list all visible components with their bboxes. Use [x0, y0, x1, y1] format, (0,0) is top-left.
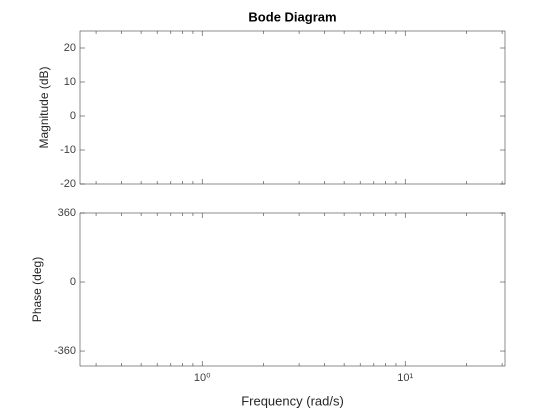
y-tick-label: -20 — [60, 178, 76, 190]
y-axis-label: Phase (deg) — [30, 257, 44, 322]
y-tick-label: 20 — [64, 42, 76, 54]
x-axis-label: Frequency (rad/s) — [241, 393, 344, 408]
chart-title: Bode Diagram — [248, 9, 336, 24]
y-tick-label: 360 — [58, 207, 76, 219]
y-axis-label: Magnitude (dB) — [37, 66, 51, 148]
y-tick-label: 0 — [70, 276, 76, 288]
x-tick-label: 10¹ — [397, 372, 413, 384]
plot-area — [79, 212, 506, 367]
y-tick-label: -360 — [54, 345, 76, 357]
x-tick-label: 10⁰ — [194, 372, 211, 384]
y-tick-label: -10 — [60, 144, 76, 156]
y-tick-label: 0 — [70, 110, 76, 122]
plot-area — [79, 30, 506, 185]
y-tick-label: 10 — [64, 76, 76, 88]
